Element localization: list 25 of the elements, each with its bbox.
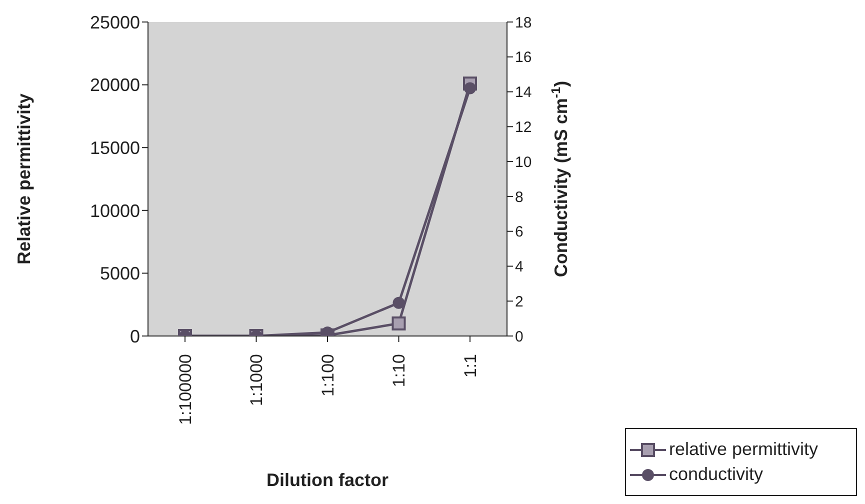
x-tick-label: 1:100000	[176, 354, 195, 425]
legend-label: conductivity	[669, 464, 764, 485]
y2-tick-label: 6	[515, 224, 524, 241]
y-tick-label: 20000	[90, 75, 140, 96]
y-axis-title: Relative permittivity	[14, 93, 34, 265]
y-tick-label: 5000	[100, 264, 140, 284]
y2-tick-label: 4	[515, 258, 524, 276]
y2-tick-label: 8	[515, 188, 524, 206]
y-tick-label: 10000	[90, 200, 140, 221]
y-tick-label: 15000	[90, 138, 140, 158]
x-axis-title: Dilution factor	[266, 470, 388, 490]
y2-tick-label: 18	[515, 14, 532, 32]
y2-tick-label: 16	[515, 49, 532, 66]
y2-tick-label: 0	[515, 328, 524, 346]
legend-label: relative permittivity	[669, 439, 818, 460]
x-tick-label: 1:100	[318, 354, 338, 397]
y2-tick-label: 10	[515, 154, 532, 171]
x-tick-label: 1:1000	[247, 354, 266, 406]
y2-tick-label: 12	[515, 118, 532, 136]
x-tick-label: 1:10	[390, 354, 409, 388]
y2-tick-label: 2	[515, 293, 524, 310]
y2-tick-label: 14	[515, 84, 532, 102]
y-tick-label: 0	[130, 326, 140, 346]
y-tick-label: 25000	[90, 12, 140, 32]
x-tick-label: 1:1	[460, 354, 480, 378]
